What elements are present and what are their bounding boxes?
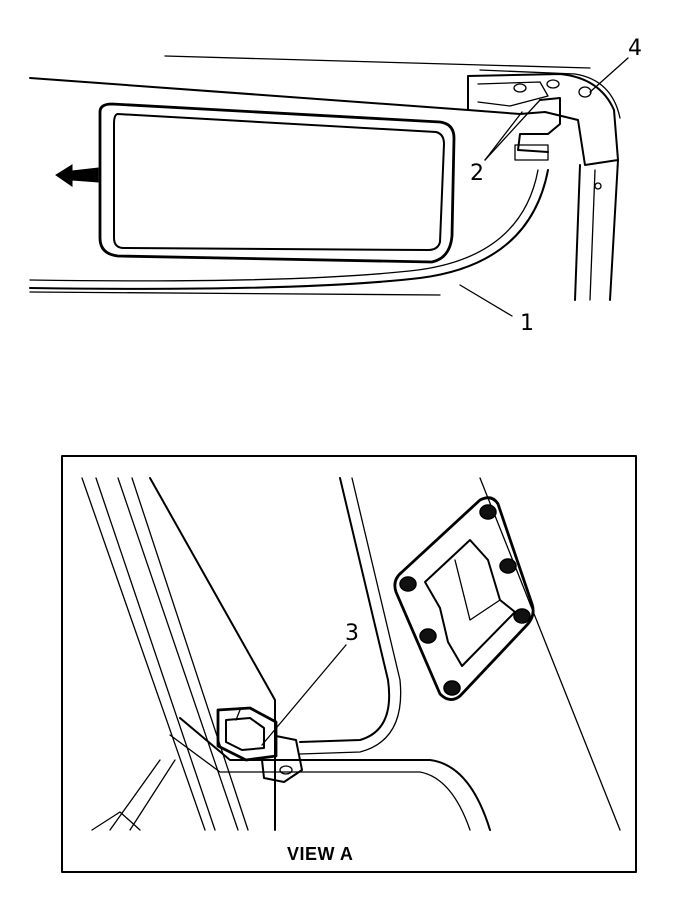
lower-diag-2 bbox=[129, 759, 176, 831]
a-pillar-inner bbox=[574, 164, 581, 301]
clip-screw-hole bbox=[279, 765, 293, 775]
callout-4: 4 bbox=[628, 36, 642, 61]
lower-diag-1 bbox=[109, 759, 161, 831]
hinge-arm bbox=[517, 97, 561, 153]
bracket-inner bbox=[477, 81, 549, 107]
pillar-line-1 bbox=[81, 477, 206, 831]
pillar-line-4 bbox=[131, 477, 249, 831]
plate-screw-2 bbox=[399, 576, 417, 592]
a-pillar-outer bbox=[609, 159, 619, 301]
callout-1: 1 bbox=[520, 311, 534, 336]
leader-2b bbox=[484, 99, 541, 161]
bracket-screw-a bbox=[513, 83, 527, 93]
bracket-screw-c bbox=[578, 86, 592, 98]
retainer-clip bbox=[216, 706, 303, 783]
mounting-plate bbox=[393, 496, 535, 701]
callout-2: 2 bbox=[470, 161, 484, 186]
plate-inner-recess bbox=[424, 539, 516, 667]
bottom-strip bbox=[91, 811, 141, 831]
visor-bracket-plate bbox=[467, 73, 619, 166]
right-pillar-line bbox=[479, 477, 621, 831]
leader-2a bbox=[484, 111, 523, 161]
plate-screw-3 bbox=[499, 558, 517, 574]
plate-screw-4 bbox=[419, 628, 437, 644]
roof-line bbox=[479, 69, 621, 119]
leader-4 bbox=[589, 57, 629, 93]
pillar-line-3 bbox=[117, 477, 239, 831]
top-illustration: 1 2 4 bbox=[29, 36, 642, 336]
visor-trim bbox=[29, 169, 549, 290]
plate-screw-5 bbox=[513, 608, 531, 624]
hinge-clip bbox=[514, 144, 549, 161]
windshield-lower-line bbox=[29, 291, 441, 296]
pillar-line-2 bbox=[95, 477, 216, 831]
leader-3 bbox=[261, 644, 347, 746]
headliner-top-line bbox=[164, 55, 591, 69]
plate-center-ridge bbox=[454, 559, 501, 621]
headliner-curve bbox=[299, 477, 391, 743]
a-pillar-mid bbox=[589, 169, 596, 301]
leader-1 bbox=[459, 284, 513, 317]
sun-visor-body bbox=[98, 102, 456, 264]
headliner-upper-edge bbox=[29, 77, 469, 111]
arrow-left-icon bbox=[55, 164, 99, 187]
headliner-curve-inner bbox=[299, 477, 402, 755]
callout-3: 3 bbox=[345, 621, 359, 646]
view-label: VIEW A bbox=[287, 844, 353, 864]
bracket-screw-b bbox=[546, 79, 560, 89]
view-a-frame bbox=[61, 455, 637, 873]
body-edge-lower bbox=[179, 717, 491, 831]
visor-trim-inner bbox=[29, 169, 539, 282]
plate-screw-1 bbox=[479, 504, 497, 520]
body-edge-inner bbox=[169, 734, 471, 831]
plate-screw-6 bbox=[443, 680, 461, 696]
pillar-edge bbox=[149, 477, 276, 831]
view-a-detail: 3 VIEW A bbox=[61, 455, 637, 873]
vanity-mirror-frame bbox=[113, 113, 445, 251]
pillar-hole bbox=[594, 182, 602, 190]
